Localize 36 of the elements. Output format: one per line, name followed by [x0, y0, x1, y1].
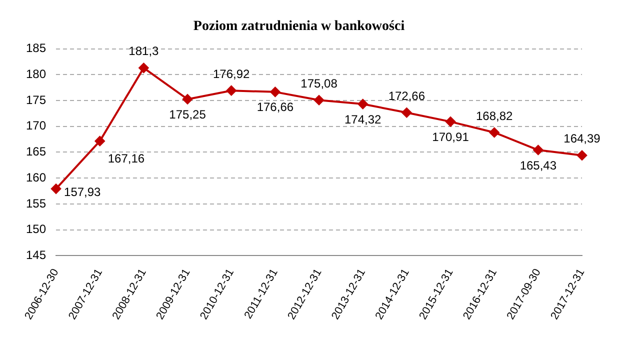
y-tick-label: 175 — [26, 92, 46, 107]
point — [51, 184, 62, 194]
data-label: 167,16 — [108, 151, 145, 166]
data-label: 176,66 — [256, 100, 294, 114]
point — [138, 62, 149, 73]
point — [270, 86, 280, 97]
data-label: 170,91 — [432, 130, 470, 144]
data-label: 175,08 — [300, 76, 338, 90]
y-tick-label: 155 — [26, 196, 46, 210]
point — [182, 94, 193, 104]
y-tick-label: 185 — [26, 41, 46, 56]
point — [489, 127, 500, 138]
y-tick-label: 145 — [26, 248, 46, 262]
y-tick-label: 180 — [26, 66, 46, 81]
point — [226, 86, 236, 96]
data-label: 176,92 — [212, 66, 250, 81]
data-label: 172,66 — [388, 88, 426, 103]
y-tick-label: 150 — [26, 222, 46, 236]
data-label: 174,32 — [344, 112, 382, 126]
point — [402, 108, 412, 118]
point — [577, 150, 587, 160]
y-tick-label: 170 — [26, 118, 46, 133]
data-label: 164,39 — [564, 132, 601, 146]
chart-title: Poziom zatrudnienia w bankowości — [193, 19, 405, 34]
data-label: 157,93 — [64, 185, 102, 200]
point — [94, 136, 105, 146]
data-label: 175,25 — [169, 108, 206, 122]
point — [314, 95, 324, 106]
data-label: 168,82 — [476, 108, 514, 123]
point — [358, 99, 368, 110]
point — [446, 116, 456, 127]
data-label: 165,43 — [520, 158, 557, 172]
data-label: 181,3 — [128, 44, 160, 58]
y-tick-label: 165 — [26, 144, 46, 159]
point — [533, 145, 544, 156]
y-tick-label: 160 — [26, 170, 46, 184]
